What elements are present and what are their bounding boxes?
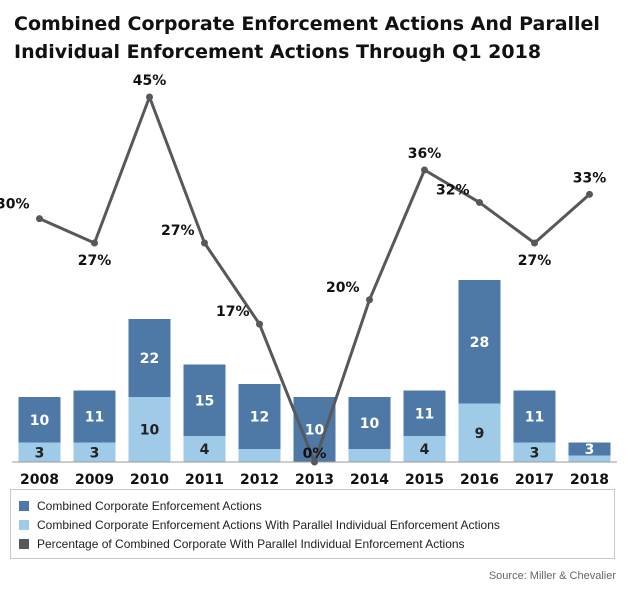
label-percentage-2017: 27% xyxy=(518,253,552,269)
label-combined-2013: 10 xyxy=(305,423,325,439)
label-combined-2012: 12 xyxy=(250,410,269,426)
bar-combined-2009 xyxy=(73,390,116,443)
percentage-point-2016 xyxy=(476,198,483,206)
x-tick-2012: 2012 xyxy=(240,472,279,488)
label-percentage-2012: 17% xyxy=(216,304,250,320)
x-tick-2016: 2016 xyxy=(460,472,499,488)
bar-parallel-2009 xyxy=(73,442,116,462)
label-combined-2018: 3 xyxy=(585,442,595,458)
legend-label-combined: Combined Corporate Enforcement Actions xyxy=(37,499,262,513)
label-combined-2015: 11 xyxy=(415,406,434,422)
bar-parallel-2016 xyxy=(458,403,501,462)
label-combined-2017: 11 xyxy=(525,410,544,426)
legend-label-percentage: Percentage of Combined Corporate With Pa… xyxy=(37,537,465,551)
percentage-point-2014 xyxy=(366,296,373,304)
label-combined-2008: 10 xyxy=(30,413,50,429)
chart-title: Combined Corporate Enforcement Actions A… xyxy=(14,10,614,66)
label-percentage-2011: 27% xyxy=(161,223,195,239)
bar-combined-2010 xyxy=(128,319,171,397)
legend-item-combined: Combined Corporate Enforcement Actions xyxy=(19,496,262,516)
legend-swatch-percentage xyxy=(19,539,29,549)
label-percentage-2015: 36% xyxy=(408,146,442,162)
bar-combined-2017 xyxy=(513,390,556,443)
label-parallel-2017: 3 xyxy=(530,445,540,461)
chart-title-line-2: Individual Enforcement Actions Through Q… xyxy=(14,41,542,63)
bar-parallel-2012 xyxy=(238,449,281,462)
x-tick-2009: 2009 xyxy=(75,472,114,488)
label-parallel-2010: 10 xyxy=(140,423,160,439)
percentage-point-2015 xyxy=(421,166,428,174)
label-parallel-2011: 4 xyxy=(200,442,210,458)
percentage-point-2011 xyxy=(201,239,208,247)
legend-label-parallel: Combined Corporate Enforcement Actions W… xyxy=(37,518,500,532)
legend-swatch-combined xyxy=(19,501,29,511)
bar-parallel-2015 xyxy=(403,436,446,462)
bar-combined-2012 xyxy=(238,384,281,449)
label-percentage-2018: 33% xyxy=(573,170,607,186)
percentage-point-2010 xyxy=(146,93,153,101)
percentage-point-2013 xyxy=(311,458,318,466)
percentage-point-2018 xyxy=(586,190,593,198)
x-tick-2013: 2013 xyxy=(295,472,334,488)
label-combined-2014: 10 xyxy=(360,416,380,432)
bar-parallel-2010 xyxy=(128,397,171,462)
bar-parallel-2014 xyxy=(348,449,391,462)
percentage-point-2012 xyxy=(256,320,263,328)
legend-item-parallel: Combined Corporate Enforcement Actions W… xyxy=(19,515,500,535)
label-percentage-2009: 27% xyxy=(78,253,112,269)
legend-item-percentage: Percentage of Combined Corporate With Pa… xyxy=(19,534,465,554)
label-percentage-2013: 0% xyxy=(303,446,327,462)
label-percentage-2016: 32% xyxy=(436,182,470,198)
bar-combined-2018 xyxy=(568,442,611,456)
x-tick-2008: 2008 xyxy=(20,472,59,488)
x-tick-2014: 2014 xyxy=(350,472,389,488)
bar-combined-2011 xyxy=(183,364,226,436)
bar-combined-2008 xyxy=(18,397,61,443)
x-tick-2010: 2010 xyxy=(130,472,169,488)
source-note: Source: Miller & Chevalier xyxy=(488,570,616,582)
bar-combined-2014 xyxy=(348,397,391,449)
chart-title-line-1: Combined Corporate Enforcement Actions A… xyxy=(14,13,600,35)
label-parallel-2015: 4 xyxy=(420,442,430,458)
bar-combined-2015 xyxy=(403,390,446,436)
percentage-point-2008 xyxy=(36,215,43,223)
x-tick-2017: 2017 xyxy=(515,472,554,488)
label-percentage-2014: 20% xyxy=(326,280,360,296)
combo-chart: 2008 2009 2010 2011 2012 2013 2014 2015 2016 2017… xyxy=(0,73,617,488)
x-tick-2015: 2015 xyxy=(405,472,444,488)
label-percentage-2010: 45% xyxy=(133,73,167,89)
bar-parallel-2011 xyxy=(183,436,226,462)
label-combined-2009: 11 xyxy=(85,410,104,426)
label-percentage-2008: 30% xyxy=(0,197,30,213)
label-parallel-2008: 3 xyxy=(35,445,45,461)
label-parallel-2009: 3 xyxy=(90,445,100,461)
label-combined-2016: 28 xyxy=(470,335,489,351)
bar-combined-2016 xyxy=(458,280,501,404)
label-combined-2011: 15 xyxy=(195,393,214,409)
label-combined-2010: 22 xyxy=(140,351,159,367)
chart-legend: Combined Corporate Enforcement Actions C… xyxy=(10,489,615,559)
legend-swatch-parallel xyxy=(19,520,29,530)
percentage-point-2017 xyxy=(531,239,538,247)
bar-parallel-2018 xyxy=(568,455,611,462)
x-tick-2018: 2018 xyxy=(570,472,609,488)
label-parallel-2016: 9 xyxy=(475,426,485,442)
x-tick-2011: 2011 xyxy=(185,472,224,488)
percentage-point-2009 xyxy=(91,239,98,247)
bar-parallel-2017 xyxy=(513,442,556,462)
bar-parallel-2008 xyxy=(18,442,61,462)
